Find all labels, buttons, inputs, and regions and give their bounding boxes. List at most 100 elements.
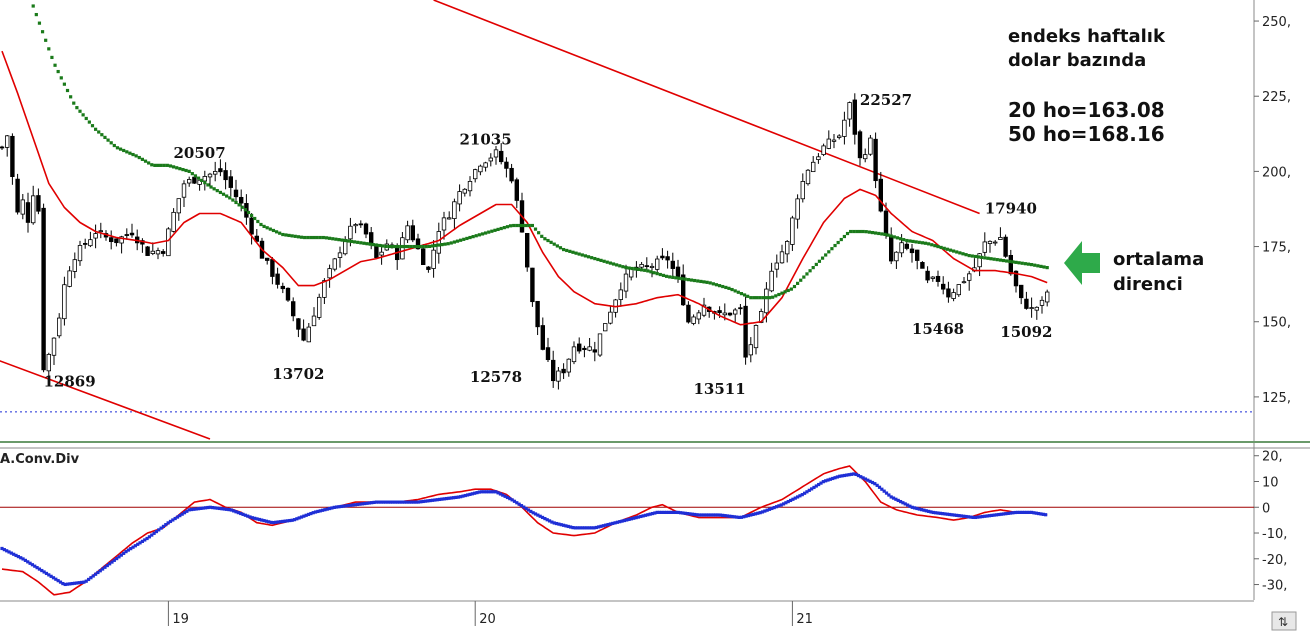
macd-signal-dot [613, 521, 617, 525]
ma50-dot [406, 244, 410, 249]
macd-signal-dot [819, 481, 823, 485]
macd-signal-dot [966, 515, 971, 519]
candle [925, 266, 930, 284]
price-tick-label: 175, [1262, 241, 1291, 256]
macd-signal-dot [714, 513, 718, 517]
macd-signal-dot [508, 497, 512, 501]
macd-signal-dot [800, 493, 804, 497]
candle [410, 219, 415, 243]
price-label: 13702 [272, 365, 324, 383]
macd-signal-dot [552, 521, 556, 525]
macd-signal-dot [37, 567, 42, 571]
macd-signal-dot [419, 500, 423, 504]
macd-signal-dot [211, 505, 215, 510]
price-label: 12869 [44, 372, 96, 390]
ma50-dot [537, 231, 541, 235]
macd-signal-dot [440, 497, 444, 501]
macd-signal-dot [203, 506, 208, 510]
ma50-dot [593, 256, 597, 261]
ma50-dot [250, 213, 254, 218]
macd-signal-dot [89, 576, 93, 580]
macd-signal-dot [473, 491, 477, 495]
macd-signal-dot [777, 504, 781, 508]
macd-signal-dot [667, 510, 671, 515]
macd-signal-dot [257, 517, 261, 522]
ma50-dot [939, 245, 943, 250]
macd-signal-dot [620, 519, 624, 523]
ma50-dot [512, 223, 516, 228]
candle [597, 333, 603, 357]
macd-signal-dot [735, 515, 739, 519]
ma50-dot [518, 223, 522, 228]
candle [878, 171, 883, 213]
macd-signal-dot [463, 493, 467, 498]
candle [946, 281, 951, 303]
ma50-dot [150, 163, 154, 167]
macd-signal-dot [246, 514, 250, 518]
ma50-dot [337, 238, 341, 242]
ma50-dot [31, 4, 35, 8]
macd-signal-dot [1039, 512, 1043, 516]
ma50-dot [106, 138, 110, 142]
candle [852, 93, 857, 145]
scroll-icon[interactable]: ⇅ [1271, 611, 1297, 631]
ma50-dot [125, 150, 129, 154]
ma50-dot [680, 277, 684, 281]
candle-body [727, 312, 733, 316]
macd-signal-dot [653, 511, 657, 515]
candle [160, 249, 166, 257]
macd-signal-dot [994, 513, 999, 517]
macd-signal-dot [770, 506, 774, 511]
candle-body [488, 157, 493, 162]
candle [961, 277, 967, 284]
macd-signal-dot [342, 504, 346, 508]
candle [1034, 306, 1039, 320]
macd-signal-dot [152, 531, 156, 535]
ma50-dot [34, 12, 38, 17]
macd-signal-dot [765, 508, 769, 512]
ma50-dot [1030, 262, 1034, 267]
candle [540, 317, 545, 351]
ma50-dot [427, 244, 432, 249]
ma50-dot [480, 232, 485, 236]
macd-signal-dot [119, 553, 123, 557]
macd-signal-dot [601, 524, 605, 528]
candle-body [961, 281, 967, 284]
macd-signal-dot [526, 508, 531, 512]
ma50-dot [465, 236, 469, 241]
macd-signal-dot [578, 526, 582, 530]
macd-signal-dot [781, 502, 786, 506]
macd-signal-dot [845, 473, 849, 477]
candle [93, 224, 98, 249]
macd-signal-dot [143, 538, 147, 542]
macd-signal-dot [391, 500, 395, 504]
candle [738, 303, 743, 315]
candle [41, 203, 46, 373]
candle [98, 222, 103, 239]
macd-signal-dot [812, 485, 816, 490]
macd-signal-dot [873, 482, 877, 486]
macd-signal-dot [587, 526, 591, 530]
ma50-dot [718, 284, 722, 288]
ma50-dot [817, 259, 822, 263]
macd-signal-dot [824, 479, 828, 483]
candle-body [660, 255, 665, 259]
info-box: endeks haftalık dolar bazında 20 ho=163.… [1008, 26, 1166, 146]
ma50-dot [708, 281, 712, 285]
ma50-dot [540, 234, 544, 238]
macd-tick-label: -20, [1262, 553, 1287, 568]
macd-signal-dot [728, 514, 732, 518]
macd-signal-dot [615, 520, 620, 524]
macd-signal-dot [585, 526, 589, 530]
ma50-dot [234, 200, 238, 205]
macd-signal-dot [309, 511, 313, 516]
candle [218, 159, 223, 177]
macd-signal-dot [136, 542, 140, 546]
candle [426, 266, 431, 273]
ma50-dot [484, 231, 488, 235]
ma50-dot [845, 231, 850, 236]
ma50-dot [156, 163, 160, 167]
ma50-dot [590, 256, 594, 260]
ma50-dot [574, 251, 578, 255]
